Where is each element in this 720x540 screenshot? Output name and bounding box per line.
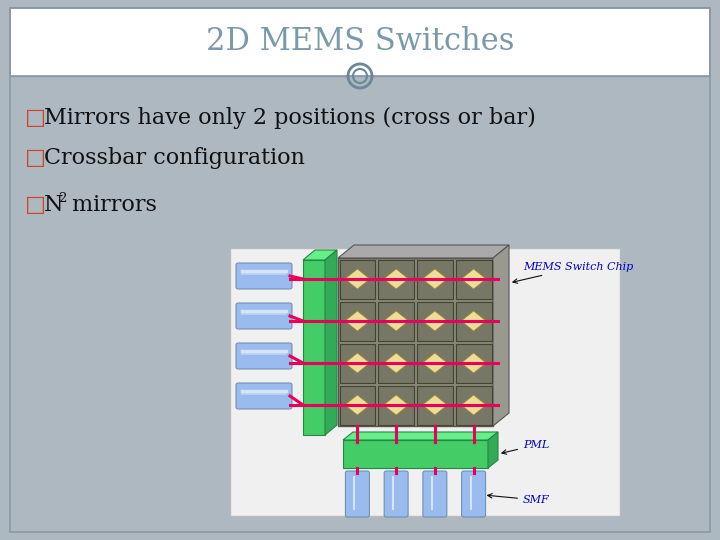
Bar bbox=[343, 440, 488, 468]
Text: 2: 2 bbox=[58, 192, 66, 206]
Bar bbox=[417, 343, 453, 382]
Bar bbox=[378, 343, 414, 382]
Polygon shape bbox=[303, 250, 337, 260]
Text: SMF: SMF bbox=[487, 494, 550, 505]
Polygon shape bbox=[345, 395, 370, 415]
Text: MEMS Switch Chip: MEMS Switch Chip bbox=[513, 262, 634, 284]
Text: □: □ bbox=[25, 194, 46, 216]
Bar bbox=[378, 260, 414, 299]
Polygon shape bbox=[325, 250, 337, 435]
Text: N: N bbox=[44, 194, 63, 216]
Bar bbox=[378, 301, 414, 341]
Polygon shape bbox=[488, 432, 498, 468]
Bar bbox=[378, 386, 414, 424]
Polygon shape bbox=[384, 269, 409, 289]
FancyBboxPatch shape bbox=[236, 263, 292, 289]
Polygon shape bbox=[493, 245, 509, 426]
Bar bbox=[417, 301, 453, 341]
Polygon shape bbox=[423, 269, 447, 289]
Polygon shape bbox=[384, 353, 409, 373]
Bar bbox=[340, 301, 375, 341]
Polygon shape bbox=[461, 269, 486, 289]
Bar bbox=[417, 260, 453, 299]
Polygon shape bbox=[343, 432, 498, 440]
Polygon shape bbox=[461, 395, 486, 415]
Polygon shape bbox=[345, 353, 370, 373]
Bar bbox=[456, 386, 492, 424]
FancyBboxPatch shape bbox=[346, 471, 369, 517]
Bar bbox=[340, 343, 375, 382]
Bar bbox=[338, 258, 493, 426]
Polygon shape bbox=[345, 269, 370, 289]
Bar bbox=[456, 260, 492, 299]
Bar bbox=[417, 386, 453, 424]
Bar bbox=[456, 301, 492, 341]
Polygon shape bbox=[345, 311, 370, 331]
Text: Crossbar configuration: Crossbar configuration bbox=[44, 147, 305, 169]
Bar bbox=[456, 343, 492, 382]
FancyBboxPatch shape bbox=[384, 471, 408, 517]
Bar bbox=[340, 386, 375, 424]
Polygon shape bbox=[461, 353, 486, 373]
Text: Mirrors have only 2 positions (cross or bar): Mirrors have only 2 positions (cross or … bbox=[44, 107, 536, 129]
Polygon shape bbox=[423, 395, 447, 415]
Text: mirrors: mirrors bbox=[65, 194, 157, 216]
Polygon shape bbox=[461, 311, 486, 331]
Bar bbox=[340, 260, 375, 299]
FancyBboxPatch shape bbox=[236, 383, 292, 409]
Bar bbox=[303, 260, 325, 435]
Text: 2D MEMS Switches: 2D MEMS Switches bbox=[206, 26, 514, 57]
FancyBboxPatch shape bbox=[462, 471, 485, 517]
Polygon shape bbox=[423, 311, 447, 331]
FancyBboxPatch shape bbox=[236, 303, 292, 329]
Polygon shape bbox=[384, 311, 409, 331]
Polygon shape bbox=[384, 395, 409, 415]
FancyBboxPatch shape bbox=[236, 343, 292, 369]
Text: PML: PML bbox=[502, 440, 549, 454]
FancyBboxPatch shape bbox=[10, 8, 710, 76]
Bar bbox=[230, 248, 620, 516]
Text: □: □ bbox=[25, 147, 46, 169]
FancyBboxPatch shape bbox=[423, 471, 447, 517]
Polygon shape bbox=[338, 245, 509, 258]
Text: □: □ bbox=[25, 107, 46, 129]
Polygon shape bbox=[423, 353, 447, 373]
